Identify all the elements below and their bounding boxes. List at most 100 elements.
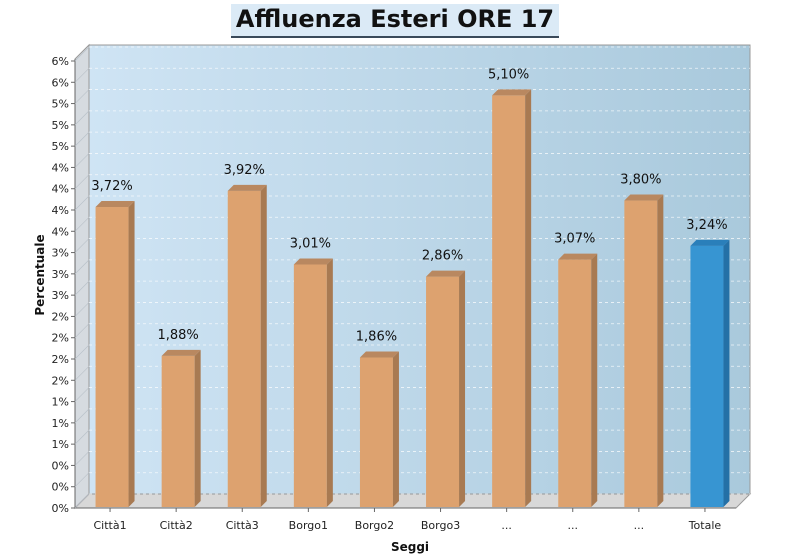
bar-4 bbox=[293, 258, 333, 507]
grid-line-side bbox=[74, 153, 90, 168]
bar-front bbox=[293, 264, 327, 507]
bar-top bbox=[359, 351, 399, 358]
data-label: 5,10% bbox=[488, 67, 529, 82]
bar-side bbox=[723, 239, 730, 507]
x-category-label: Città3 bbox=[226, 519, 259, 532]
x-category-label: Borgo3 bbox=[421, 519, 460, 532]
y-tick-label: 4% bbox=[52, 225, 69, 238]
x-axis-categories: Città1 Città2 Città3 Borgo1 Borgo2 Borgo3....… bbox=[93, 508, 721, 532]
bar-side bbox=[591, 253, 598, 507]
y-tick-label: 4% bbox=[52, 204, 69, 217]
bar-9 bbox=[624, 194, 664, 507]
bar-top bbox=[227, 184, 267, 191]
bar-top bbox=[426, 270, 466, 277]
x-category-label: Borgo1 bbox=[289, 519, 328, 532]
y-tick-label: 1% bbox=[52, 417, 69, 430]
x-category-label: Città1 bbox=[93, 519, 126, 532]
grid-line-side bbox=[74, 195, 90, 211]
y-tick-label: 3% bbox=[52, 247, 69, 260]
y-tick-label: 3% bbox=[52, 289, 69, 302]
bar-front bbox=[624, 200, 658, 507]
bar-top bbox=[690, 239, 730, 246]
y-tick-label: 2% bbox=[52, 310, 69, 323]
bar-top bbox=[293, 258, 333, 265]
bar-front bbox=[161, 355, 195, 507]
grid-line-side bbox=[74, 451, 90, 466]
y-tick-label: 5% bbox=[52, 140, 69, 153]
y-tick-label: 0% bbox=[52, 459, 69, 472]
bar-side bbox=[392, 351, 399, 507]
y-tick-label: 4% bbox=[52, 183, 69, 196]
bar-front bbox=[95, 207, 129, 507]
bar-front bbox=[227, 190, 261, 507]
grid-line-side bbox=[74, 217, 90, 232]
data-label: 3,07% bbox=[554, 232, 595, 247]
bar-2 bbox=[161, 349, 201, 507]
data-label: 1,88% bbox=[157, 328, 198, 343]
y-tick-label: 1% bbox=[52, 438, 69, 451]
grid-line-side bbox=[74, 408, 90, 424]
bar-side bbox=[128, 201, 135, 507]
y-tick-label: 5% bbox=[52, 119, 69, 132]
x-category-label: Città2 bbox=[160, 519, 193, 532]
data-label: 1,86% bbox=[356, 330, 397, 345]
title-wrap: Affluenza Esteri ORE 17 bbox=[0, 0, 790, 40]
grid-line-side bbox=[74, 429, 90, 445]
bar-top bbox=[624, 194, 664, 201]
bar-side bbox=[657, 194, 664, 507]
y-tick-label: 2% bbox=[52, 374, 69, 387]
bar-8 bbox=[558, 253, 598, 507]
grid-line-side bbox=[74, 472, 90, 487]
data-label: 3,01% bbox=[290, 236, 331, 251]
grid-line-side bbox=[74, 110, 90, 126]
bar-top bbox=[161, 349, 201, 356]
data-label: 2,86% bbox=[422, 249, 463, 264]
grid-line-side bbox=[74, 302, 90, 317]
y-tick-label: 2% bbox=[52, 353, 69, 366]
bar-front bbox=[359, 357, 393, 507]
y-tick-label: 0% bbox=[52, 481, 69, 494]
bars bbox=[95, 89, 730, 507]
grid-line-side bbox=[74, 174, 90, 189]
data-label: 3,24% bbox=[686, 218, 727, 233]
grid-line-side bbox=[74, 387, 90, 402]
y-axis-ticks: 0% 0% 0% 1% 1% 1% 2% 2% 2% 2% 3% 3% 3% 4% 4% 4% 4% 5% 5% 5%… bbox=[52, 55, 75, 515]
bar-front bbox=[690, 245, 724, 507]
y-tick-label: 3% bbox=[52, 268, 69, 281]
bar-front bbox=[558, 259, 592, 507]
y-tick-label: 5% bbox=[52, 98, 69, 111]
bar-top bbox=[95, 201, 135, 208]
grid-line-side bbox=[74, 280, 90, 296]
bar-front bbox=[492, 95, 526, 507]
bar-7 bbox=[492, 89, 532, 507]
data-label: 3,92% bbox=[224, 163, 265, 178]
bar-side bbox=[260, 184, 267, 507]
bar-side bbox=[459, 270, 466, 507]
bar-3 bbox=[227, 184, 267, 507]
grid-line-side bbox=[74, 366, 90, 381]
bar-front bbox=[426, 276, 460, 507]
bar-1 bbox=[95, 201, 135, 507]
x-category-label: Totale bbox=[688, 519, 722, 532]
grid-line-side bbox=[74, 131, 90, 147]
y-tick-label: 1% bbox=[52, 396, 69, 409]
grid-line-side bbox=[74, 344, 90, 360]
grid-line-side bbox=[74, 46, 90, 62]
chart-title: Affluenza Esteri ORE 17 bbox=[230, 4, 560, 38]
x-category-label: ... bbox=[568, 519, 579, 532]
x-category-label: ... bbox=[501, 519, 512, 532]
bar-6 bbox=[426, 270, 466, 507]
bar-5 bbox=[359, 351, 399, 507]
bar-side bbox=[525, 89, 532, 507]
y-tick-label: 0% bbox=[52, 502, 69, 515]
bar-10 bbox=[690, 239, 730, 507]
data-label: 3,80% bbox=[620, 173, 661, 188]
plot-left-wall bbox=[74, 43, 90, 510]
y-tick-label: 2% bbox=[52, 332, 69, 345]
bar-side bbox=[326, 258, 333, 507]
bar-top bbox=[558, 253, 598, 260]
grid-line-side bbox=[74, 89, 90, 104]
grid-line-side bbox=[74, 238, 90, 253]
y-tick-label: 4% bbox=[52, 161, 69, 174]
x-axis-title: Seggi bbox=[391, 540, 429, 554]
